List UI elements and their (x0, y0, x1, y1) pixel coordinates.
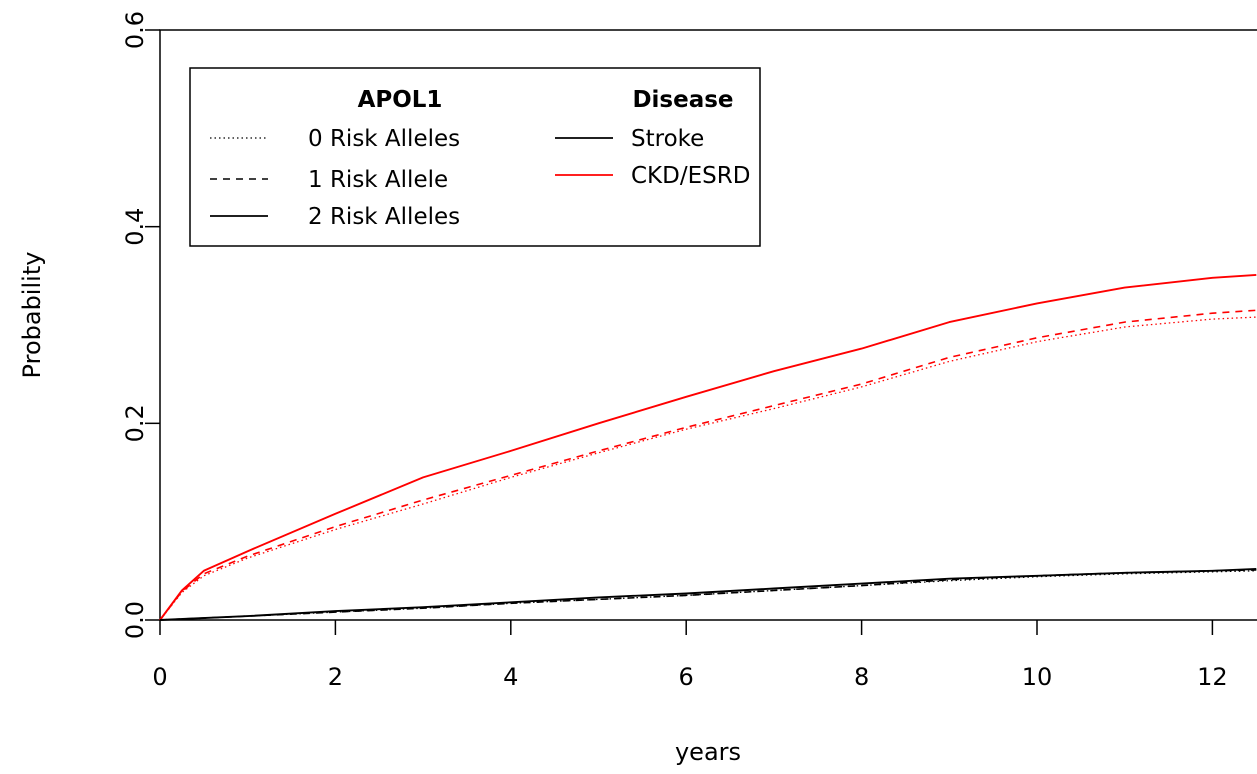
legend-label-2-risk-alleles: 2 Risk Alleles (308, 204, 460, 230)
series-line-ckd-esrd-0-risk-alleles (159, 316, 1257, 621)
x-tick-label: 8 (854, 663, 869, 691)
legend: APOL1 Disease 0 Risk Alleles 1 Risk Alle… (189, 67, 761, 247)
y-axis-label: Probability (18, 252, 46, 379)
y-tick-label: 0.0 (121, 601, 149, 639)
x-tick-label: 0 (152, 663, 167, 691)
plot-frame (159, 29, 1257, 621)
series-line-ckd-esrd-2-risk-alleles (159, 273, 1257, 621)
legend-label-0-risk-alleles: 0 Risk Alleles (308, 126, 460, 152)
x-tick-label: 6 (679, 663, 694, 691)
legend-label-stroke: Stroke (631, 126, 704, 152)
y-tick-label: 0.4 (121, 208, 149, 246)
x-tick-label: 4 (503, 663, 518, 691)
legend-box (189, 67, 761, 247)
series-layer (159, 273, 1257, 621)
legend-label-1-risk-allele: 1 Risk Allele (308, 167, 448, 193)
y-tick-label: 0.6 (121, 11, 149, 49)
series-line-stroke-2-risk-alleles (159, 567, 1257, 621)
x-axis-label: years (675, 738, 741, 766)
x-axis: 0 2 4 6 8 10 12 (152, 620, 1228, 691)
legend-heading-apol1: APOL1 (358, 87, 443, 113)
y-tick-label: 0.2 (121, 404, 149, 442)
legend-heading-disease: Disease (632, 87, 733, 113)
y-axis: 0.0 0.2 0.4 0.6 (121, 11, 160, 639)
x-tick-label: 10 (1022, 663, 1053, 691)
series-line-stroke-0-risk-alleles (159, 570, 1257, 621)
series-line-ckd-esrd-1-risk-allele (159, 309, 1257, 621)
legend-label-ckd-esrd: CKD/ESRD (631, 163, 750, 189)
x-tick-label: 2 (328, 663, 343, 691)
x-tick-label: 12 (1197, 663, 1228, 691)
